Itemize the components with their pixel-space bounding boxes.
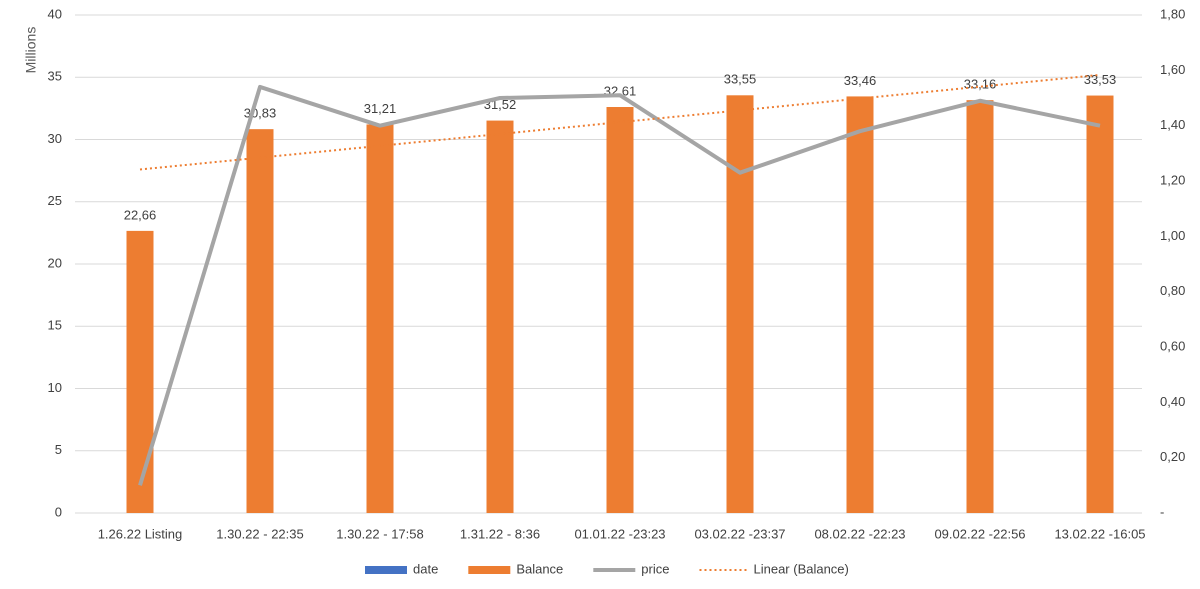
bar	[126, 230, 154, 513]
y2-tick-label: 1,20	[1160, 172, 1185, 187]
y2-tick-label: 1,40	[1160, 117, 1185, 132]
y-tick-label: 10	[48, 380, 62, 395]
bar	[1086, 95, 1114, 513]
y2-tick-label: 1,00	[1160, 228, 1185, 243]
legend-swatch	[468, 566, 511, 574]
bar	[246, 129, 274, 513]
legend-label: date	[413, 561, 438, 576]
data-label: 33,55	[724, 72, 757, 87]
y-tick-label: 20	[48, 255, 62, 270]
trendline	[139, 73, 1101, 171]
x-tick-label: 01.01.22 -23:23	[574, 526, 665, 541]
y-tick-label: 40	[48, 6, 62, 21]
data-label: 31,21	[364, 101, 397, 116]
data-label: 33,46	[844, 73, 877, 88]
y2-tick-label: -	[1160, 504, 1164, 519]
bar	[606, 107, 634, 514]
price-line	[138, 84, 1101, 486]
legend-label: Balance	[516, 561, 563, 576]
x-tick-label: 03.02.22 -23:37	[694, 526, 785, 541]
y-tick-label: 35	[48, 69, 62, 84]
y-tick-label: 0	[55, 504, 62, 519]
x-tick-label: 1.30.22 - 22:35	[216, 526, 303, 541]
y2-tick-label: 0,60	[1160, 338, 1185, 353]
x-tick-label: 1.31.22 - 8:36	[460, 526, 540, 541]
x-tick-label: 13.02.22 -16:05	[1054, 526, 1145, 541]
y-tick-label: 30	[48, 131, 62, 146]
bar	[846, 96, 874, 513]
bar	[966, 100, 994, 514]
data-label: 33,16	[964, 77, 997, 92]
data-label: 22,66	[124, 207, 157, 222]
legend-swatch	[365, 566, 407, 574]
x-tick-label: 1.26.22 Listing	[98, 526, 183, 541]
bar	[486, 120, 514, 514]
y-tick-label: 15	[48, 318, 62, 333]
legend-label: price	[641, 561, 669, 576]
data-label: 33,53	[1084, 72, 1117, 87]
y2-tick-label: 1,60	[1160, 62, 1185, 77]
y-tick-label: 25	[48, 193, 62, 208]
bar	[366, 124, 394, 514]
y2-tick-label: 1,80	[1160, 6, 1185, 21]
y2-tick-label: 0,40	[1160, 394, 1185, 409]
x-tick-label: 09.02.22 -22:56	[934, 526, 1025, 541]
y-tick-label: 5	[55, 442, 62, 457]
y-axis-label: Millions	[23, 27, 39, 74]
bar	[726, 95, 754, 514]
y2-tick-label: 0,80	[1160, 283, 1185, 298]
y2-tick-label: 0,20	[1160, 449, 1185, 464]
legend-label: Linear (Balance)	[753, 561, 848, 576]
x-tick-label: 08.02.22 -22:23	[814, 526, 905, 541]
x-tick-label: 1.30.22 - 17:58	[336, 526, 423, 541]
